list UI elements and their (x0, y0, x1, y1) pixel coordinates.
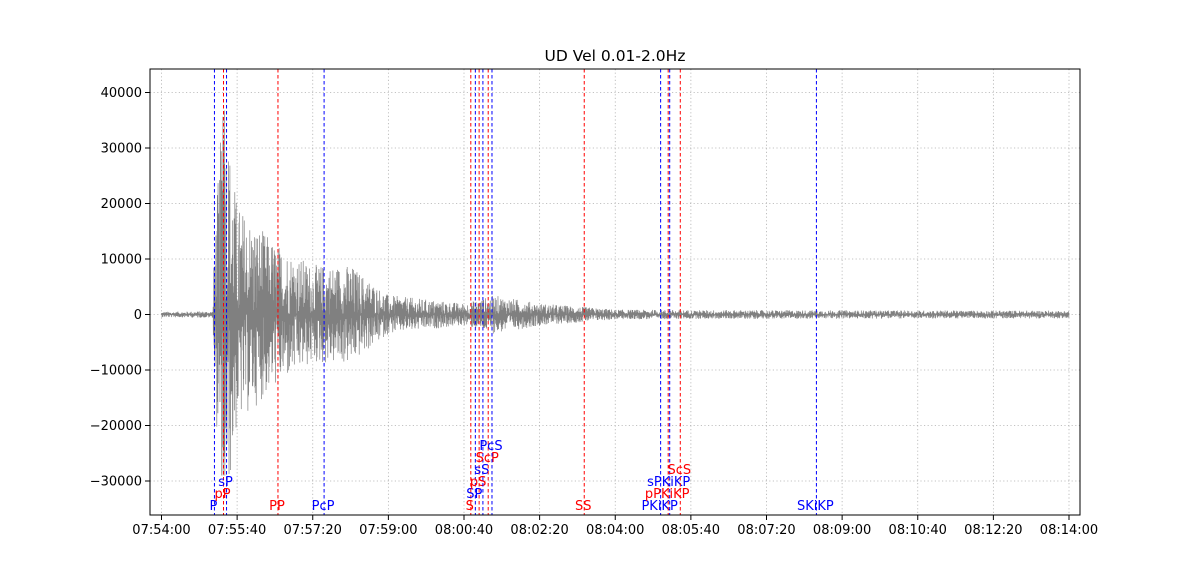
x-tick-label: 08:00:40 (435, 523, 493, 538)
y-tick-label: 20000 (101, 197, 142, 212)
phase-label-sPKiKP: sPKiKP (647, 475, 690, 490)
y-tick-label: 10000 (101, 253, 142, 268)
phase-label-SP: SP (466, 487, 482, 502)
phase-label-sP: sP (218, 475, 233, 490)
x-tick-label: 08:12:20 (964, 523, 1022, 538)
phase-label-S: S (466, 499, 474, 514)
y-tick-label: 40000 (101, 86, 142, 101)
y-tick-label: −30000 (90, 475, 142, 490)
x-tick-label: 08:02:20 (510, 523, 568, 538)
phase-label-pS: pS (470, 475, 487, 490)
phase-label-pPKiKP: pPKiKP (645, 487, 690, 502)
phase-label-PKiKP: PKiKP (641, 499, 678, 514)
chart-title: UD Vel 0.01-2.0Hz (545, 47, 686, 65)
phase-label-PP: PP (269, 499, 285, 514)
x-tick-label: 07:59:00 (359, 523, 417, 538)
phase-label-SKiKP: SKiKP (797, 499, 834, 514)
x-tick-label: 08:10:40 (889, 523, 947, 538)
x-axis: 07:54:00 07:55:40 07:57:20 07:59:00 08:00:40… (132, 515, 1098, 538)
y-tick-label: 0 (134, 308, 142, 323)
x-tick-label: 07:54:00 (132, 523, 190, 538)
phase-label-PcS: PcS (479, 439, 502, 454)
waveform-line (161, 110, 1070, 476)
x-tick-label: 08:04:00 (586, 523, 644, 538)
y-tick-label: 30000 (101, 142, 142, 157)
x-tick-label: 07:57:20 (284, 523, 342, 538)
phase-label-ScS: ScS (667, 463, 691, 478)
x-tick-label: 08:07:20 (737, 523, 795, 538)
y-tick-label: −10000 (90, 364, 142, 379)
x-tick-label: 08:14:00 (1040, 523, 1098, 538)
x-tick-label: 08:09:00 (813, 523, 871, 538)
grid-lines (150, 69, 1080, 515)
waveform-trace (161, 110, 1070, 476)
phase-label-PcP: PcP (312, 499, 335, 514)
x-tick-label: 07:55:40 (208, 523, 266, 538)
y-axis: 40000 30000 20000 10000 0 −10000 −20000 −30000 (90, 86, 150, 490)
phase-label-ScP: ScP (476, 451, 499, 466)
phase-label-sS: sS (474, 463, 489, 478)
phase-label-P: P (210, 499, 218, 514)
x-tick-label: 08:05:40 (662, 523, 720, 538)
y-tick-label: −20000 (90, 419, 142, 434)
phase-label-SS: SS (575, 499, 592, 514)
